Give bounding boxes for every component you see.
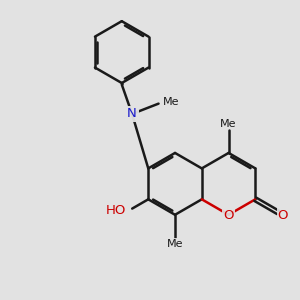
Text: Me: Me	[220, 119, 237, 129]
Text: Me: Me	[163, 97, 179, 107]
Text: O: O	[278, 208, 288, 222]
Text: Me: Me	[167, 239, 183, 249]
Text: HO: HO	[105, 204, 126, 217]
Text: N: N	[127, 107, 137, 120]
Text: O: O	[223, 209, 234, 222]
